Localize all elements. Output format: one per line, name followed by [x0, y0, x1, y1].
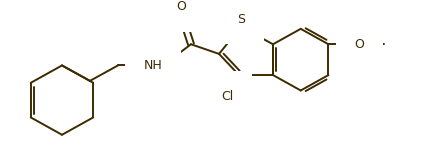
Text: O: O [355, 38, 364, 51]
Text: NH: NH [144, 59, 162, 72]
Text: O: O [176, 0, 186, 13]
Text: Cl: Cl [221, 90, 233, 103]
Text: S: S [237, 13, 245, 26]
